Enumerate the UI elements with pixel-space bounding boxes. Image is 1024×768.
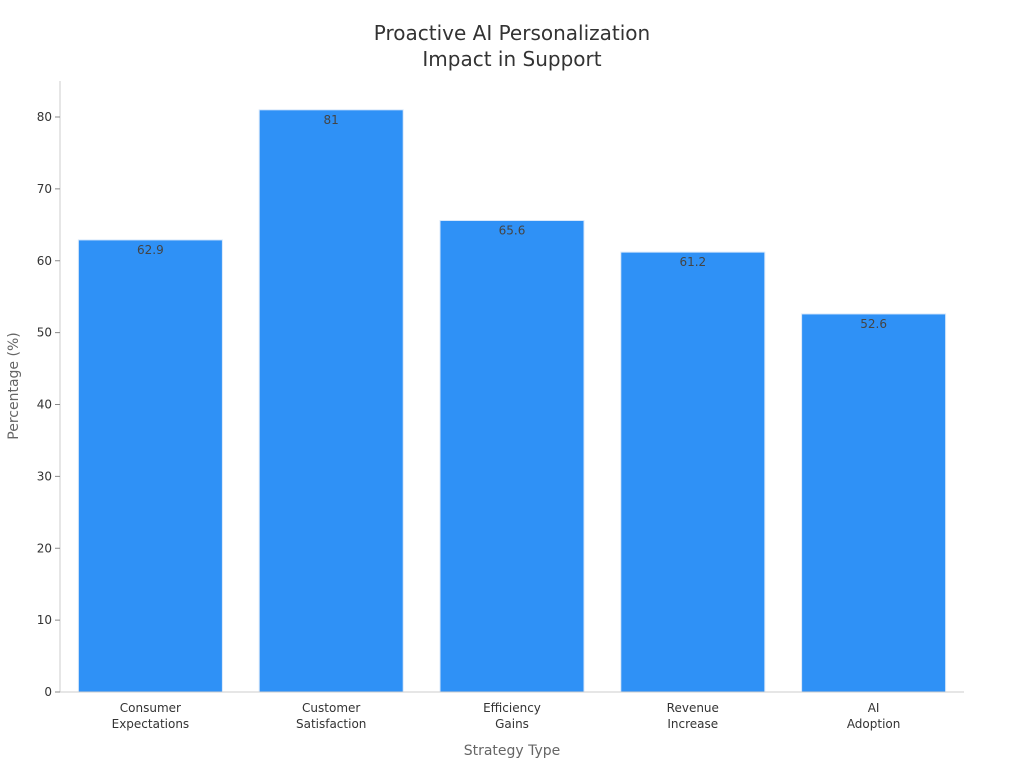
y-tick-label: 20 bbox=[37, 541, 52, 555]
chart-title-line-1: Proactive AI Personalization bbox=[374, 21, 650, 45]
y-tick-label: 70 bbox=[37, 182, 52, 196]
bar-value-label: 52.6 bbox=[860, 317, 887, 331]
x-tick-label: Gains bbox=[495, 717, 529, 731]
x-tick-label: Adoption bbox=[847, 717, 901, 731]
x-tick-label: Satisfaction bbox=[296, 717, 366, 731]
bar bbox=[439, 220, 585, 693]
bar bbox=[258, 109, 404, 693]
y-tick-label: 30 bbox=[37, 469, 52, 483]
y-tick-label: 50 bbox=[37, 326, 52, 340]
bar-value-label: 61.2 bbox=[679, 255, 706, 269]
y-axis-title: Percentage (%) bbox=[6, 332, 22, 439]
bar-value-label: 65.6 bbox=[499, 224, 526, 238]
x-tick-label: AI bbox=[868, 701, 880, 715]
bar bbox=[620, 251, 766, 693]
x-tick-label: Revenue bbox=[667, 701, 719, 715]
bar-value-label: 81 bbox=[324, 113, 339, 127]
x-labels-group: Consumer Expectations Customer Satisfaction… bbox=[112, 701, 901, 731]
x-tick-label: Consumer bbox=[120, 701, 181, 715]
x-tick-label: Customer bbox=[302, 701, 360, 715]
x-tick-label: Expectations bbox=[112, 717, 190, 731]
y-ticks-group: 0 10 20 30 40 50 60 70 80 bbox=[37, 110, 60, 699]
x-axis-title: Strategy Type bbox=[464, 743, 561, 759]
y-tick-label: 80 bbox=[37, 110, 52, 124]
y-tick-label: 40 bbox=[37, 398, 52, 412]
y-tick-label: 0 bbox=[44, 685, 52, 699]
value-labels-group: 62.9 81 65.6 61.2 52.6 bbox=[137, 113, 887, 331]
y-tick-label: 10 bbox=[37, 613, 52, 627]
bar bbox=[77, 239, 223, 693]
x-tick-label: Increase bbox=[667, 717, 718, 731]
y-tick-label: 60 bbox=[37, 254, 52, 268]
bar bbox=[801, 313, 947, 693]
bars-group bbox=[77, 109, 947, 693]
x-tick-label: Efficiency bbox=[483, 701, 541, 715]
bar-value-label: 62.9 bbox=[137, 243, 164, 257]
chart-title-line-2: Impact in Support bbox=[422, 47, 601, 71]
